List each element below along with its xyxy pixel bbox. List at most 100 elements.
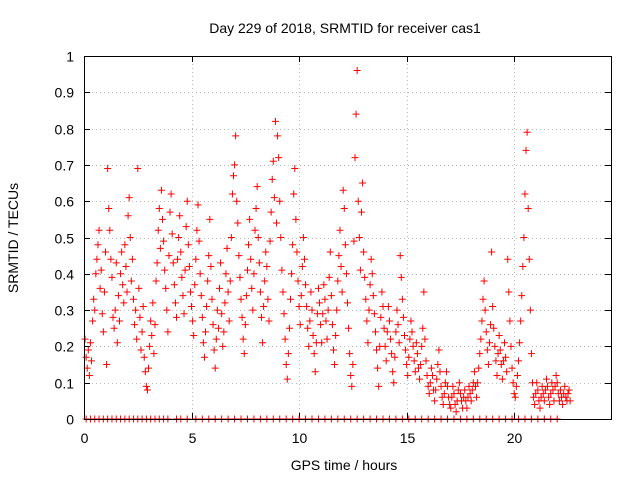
data-point-marker bbox=[160, 237, 168, 245]
data-point-marker bbox=[513, 371, 521, 379]
data-point-marker bbox=[499, 357, 507, 365]
data-point-marker bbox=[401, 332, 409, 340]
data-point-marker bbox=[141, 368, 149, 376]
data-point-marker bbox=[170, 281, 178, 289]
data-point-marker bbox=[489, 302, 497, 310]
data-point-marker bbox=[198, 313, 206, 321]
data-point-marker bbox=[297, 292, 305, 300]
data-point-marker bbox=[522, 146, 530, 154]
data-point-marker bbox=[290, 190, 298, 198]
data-point-marker bbox=[382, 357, 390, 365]
data-point-marker bbox=[481, 306, 489, 314]
data-point-marker bbox=[209, 321, 217, 329]
data-point-marker bbox=[120, 299, 128, 307]
data-point-marker bbox=[399, 313, 407, 321]
data-point-marker bbox=[212, 335, 220, 343]
data-point-marker bbox=[164, 328, 172, 336]
data-point-marker bbox=[515, 357, 523, 365]
data-point-marker bbox=[233, 197, 241, 205]
data-point-marker bbox=[155, 204, 163, 212]
x-tick-label: 10 bbox=[292, 430, 308, 446]
data-point-marker bbox=[493, 371, 501, 379]
data-point-marker bbox=[378, 288, 386, 296]
data-point-marker bbox=[285, 324, 293, 332]
data-point-marker bbox=[84, 346, 92, 354]
data-point-marker bbox=[473, 393, 481, 401]
data-point-marker bbox=[216, 284, 224, 292]
data-point-marker bbox=[392, 328, 400, 336]
data-point-marker bbox=[341, 241, 349, 249]
data-point-marker bbox=[380, 324, 388, 332]
data-point-marker bbox=[203, 302, 211, 310]
data-point-marker bbox=[332, 332, 340, 340]
data-point-marker bbox=[197, 292, 205, 300]
data-point-marker bbox=[547, 390, 555, 398]
data-point-marker bbox=[134, 165, 142, 173]
data-point-marker bbox=[221, 299, 229, 307]
data-point-marker bbox=[384, 302, 392, 310]
data-point-marker bbox=[402, 346, 410, 354]
data-point-marker bbox=[339, 186, 347, 194]
data-point-marker bbox=[504, 255, 512, 263]
data-point-marker bbox=[295, 302, 303, 310]
data-point-marker bbox=[137, 346, 145, 354]
data-point-marker bbox=[536, 404, 544, 412]
data-point-marker bbox=[410, 357, 418, 365]
data-point-marker bbox=[491, 342, 499, 350]
data-point-marker bbox=[165, 252, 173, 260]
data-point-marker bbox=[541, 386, 549, 394]
data-point-marker bbox=[266, 237, 274, 245]
data-point-marker bbox=[556, 386, 564, 394]
data-point-marker bbox=[292, 215, 300, 223]
data-point-marker bbox=[383, 328, 391, 336]
data-point-marker bbox=[210, 346, 218, 354]
data-point-marker bbox=[467, 397, 475, 405]
data-point-marker bbox=[185, 263, 193, 271]
data-point-marker bbox=[278, 266, 286, 274]
data-point-marker bbox=[496, 346, 504, 354]
data-point-marker bbox=[102, 248, 110, 256]
data-point-marker bbox=[231, 161, 239, 169]
data-point-marker bbox=[362, 295, 370, 303]
data-point-marker bbox=[354, 197, 362, 205]
data-point-marker bbox=[126, 234, 134, 241]
data-point-marker bbox=[344, 299, 351, 307]
data-point-marker bbox=[346, 350, 354, 358]
data-point-marker bbox=[448, 393, 456, 401]
data-point-marker bbox=[131, 321, 139, 329]
data-point-marker bbox=[434, 361, 442, 369]
data-point-marker bbox=[263, 263, 271, 271]
data-point-marker bbox=[143, 386, 151, 394]
data-point-marker bbox=[484, 361, 492, 369]
data-point-marker bbox=[319, 310, 327, 318]
data-point-marker bbox=[551, 382, 559, 390]
data-point-marker bbox=[85, 371, 93, 379]
data-point-marker bbox=[249, 306, 257, 314]
data-point-marker bbox=[199, 339, 207, 347]
data-point-marker bbox=[502, 353, 510, 361]
data-point-marker bbox=[464, 393, 472, 401]
y-tick-label: 0.7 bbox=[55, 158, 75, 174]
data-point-marker bbox=[294, 277, 302, 285]
data-point-marker bbox=[414, 364, 422, 372]
data-point-marker bbox=[117, 270, 125, 278]
data-point-marker bbox=[161, 266, 169, 274]
data-point-marker bbox=[260, 302, 268, 310]
data-point-marker bbox=[304, 324, 312, 332]
data-point-marker bbox=[475, 364, 483, 372]
data-point-marker bbox=[474, 379, 482, 387]
y-tick-label: 0.8 bbox=[55, 122, 75, 138]
data-point-marker bbox=[374, 364, 382, 372]
data-point-marker bbox=[276, 197, 284, 205]
data-point-marker bbox=[355, 234, 363, 241]
data-point-marker bbox=[461, 386, 469, 394]
data-point-marker bbox=[111, 306, 119, 314]
data-point-marker bbox=[342, 270, 350, 278]
data-point-marker bbox=[409, 342, 417, 350]
data-point-marker bbox=[274, 132, 282, 140]
data-point-marker bbox=[324, 306, 332, 314]
data-point-marker bbox=[96, 284, 104, 292]
x-tick-labels: 0 5 10 15 20 bbox=[81, 430, 523, 446]
data-point-marker bbox=[104, 165, 112, 173]
data-point-marker bbox=[545, 393, 553, 401]
